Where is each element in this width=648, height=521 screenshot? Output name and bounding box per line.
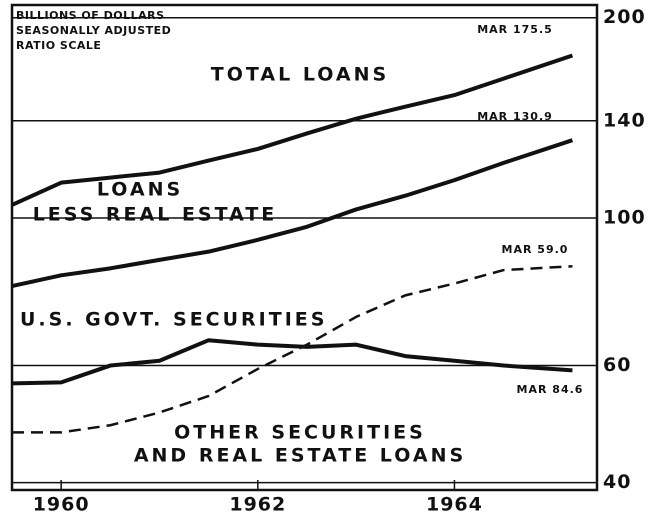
plot-frame bbox=[10, 3, 599, 492]
header-line: BILLIONS OF DOLLARS bbox=[16, 9, 165, 22]
annotation: MAR 130.9 bbox=[477, 110, 553, 123]
series-label: LESS REAL ESTATE bbox=[33, 204, 278, 226]
series-label: AND REAL ESTATE LOANS bbox=[134, 445, 466, 467]
series-line bbox=[12, 265, 573, 434]
x-tick-label: 1962 bbox=[229, 494, 286, 516]
y-tick-label: 60 bbox=[603, 354, 631, 376]
series-line bbox=[11, 53, 574, 207]
y-tick-label: 200 bbox=[603, 6, 646, 28]
series-label: LOANS bbox=[97, 179, 183, 201]
y-tick-label: 100 bbox=[603, 206, 646, 228]
x-tick-label: 1960 bbox=[33, 494, 90, 516]
header-line: SEASONALLY ADJUSTED bbox=[16, 24, 171, 37]
y-tick-label: 40 bbox=[603, 471, 631, 493]
header-line: RATIO SCALE bbox=[16, 39, 101, 52]
series-label: OTHER SECURITIES bbox=[174, 422, 426, 444]
series-label: TOTAL LOANS bbox=[211, 64, 389, 86]
series-label: U.S. GOVT. SECURITIES bbox=[20, 309, 327, 331]
y-tick-label: 140 bbox=[603, 109, 646, 131]
x-tick-label: 1964 bbox=[426, 494, 483, 516]
annotation: MAR 84.6 bbox=[517, 383, 584, 396]
series-line bbox=[11, 138, 574, 289]
annotation: MAR 59.0 bbox=[502, 243, 569, 256]
series-line bbox=[11, 338, 573, 386]
annotation: MAR 175.5 bbox=[477, 23, 553, 36]
